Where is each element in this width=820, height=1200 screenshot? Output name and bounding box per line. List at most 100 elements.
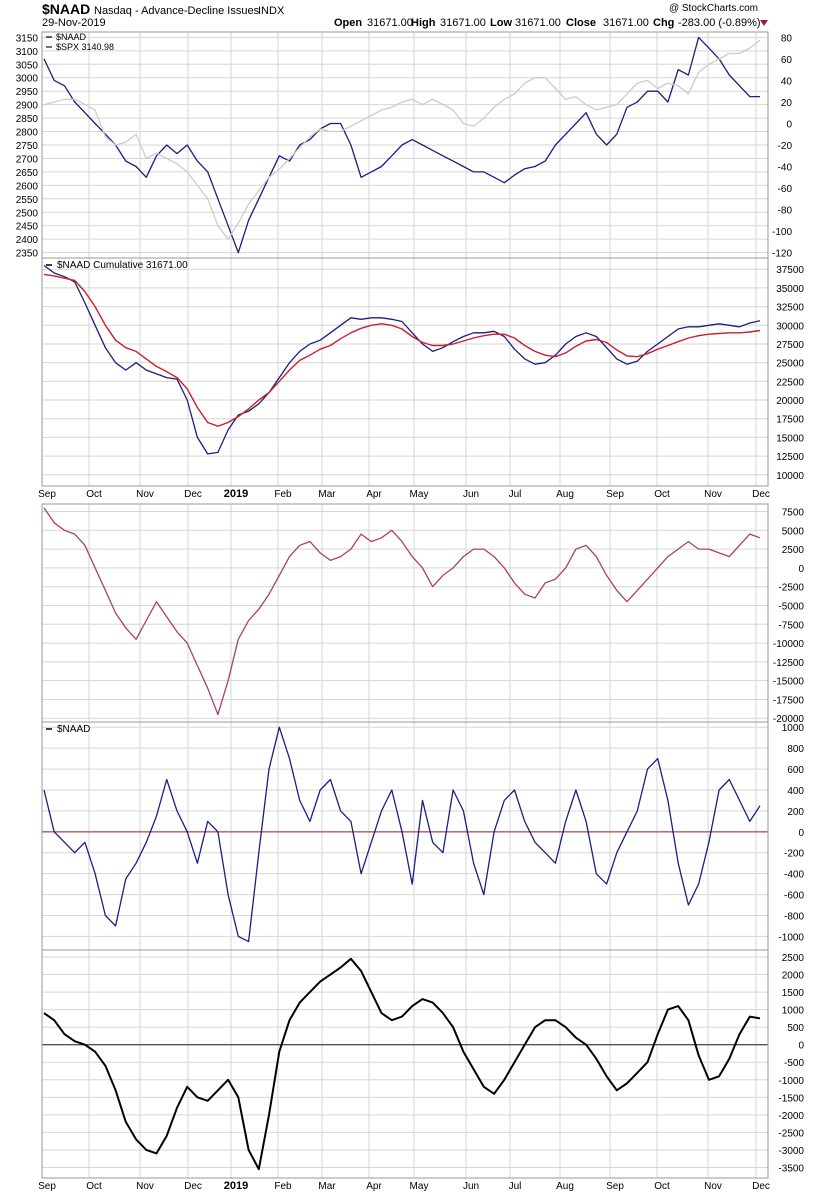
- y-tick-label: -7500: [778, 620, 804, 631]
- y-axis-labels: 3150 3100 3050 3000 2950 2900 2850 2800 2750 2700…: [16, 33, 793, 259]
- y-axis-labels: 2500 2000 1500 1000 500 0 -500 -1000 -1500 -2000 -…: [778, 953, 804, 1174]
- y-tick-label-right: -40: [778, 163, 793, 174]
- series-line-2: [43, 39, 761, 240]
- x-tick-label: Apr: [366, 489, 382, 500]
- y-tick-label: -5000: [778, 601, 804, 612]
- y-tick-label: 10000: [776, 471, 804, 482]
- x-tick-label: Nov: [704, 1181, 722, 1192]
- y-tick-label-left: 3050: [16, 60, 39, 71]
- y-tick-label: 1000: [782, 723, 805, 734]
- series-group: [43, 264, 761, 455]
- panel-frame: [41, 257, 769, 487]
- y-tick-label: 1500: [782, 988, 805, 999]
- x-tick-label: Apr: [366, 1181, 382, 1192]
- x-tick-label: Oct: [86, 1181, 102, 1192]
- y-tick-label-left: 2500: [16, 208, 39, 219]
- y-tick-label: -400: [784, 870, 804, 881]
- y-tick-label: 0: [798, 564, 804, 575]
- x-tick-label: Jul: [509, 1181, 522, 1192]
- x-tick-label: Aug: [556, 489, 574, 500]
- y-tick-label: 27500: [776, 340, 804, 351]
- y-tick-label-left: 3000: [16, 74, 39, 85]
- x-tick-label: Nov: [704, 489, 722, 500]
- y-tick-label: -200: [784, 849, 804, 860]
- y-tick-label-right: 80: [781, 33, 793, 44]
- y-tick-label-left: 2850: [16, 114, 39, 125]
- y-tick-label: 30000: [776, 321, 804, 332]
- x-tick-label: 2019: [224, 488, 248, 500]
- series-group: [43, 726, 761, 943]
- low-value: 31671.00: [515, 17, 561, 29]
- legend-entry: $NAAD: [56, 32, 87, 42]
- y-tick-label-left: 2600: [16, 181, 39, 192]
- chart-header: $NAAD Nasdaq - Advance-Decline Issues IN…: [42, 1, 768, 29]
- y-tick-label: -500: [784, 1058, 804, 1069]
- y-tick-label: 37500: [776, 265, 804, 276]
- x-tick-label: Nov: [136, 489, 154, 500]
- x-tick-label: Jun: [463, 489, 479, 500]
- y-tick-label: 0: [798, 1041, 804, 1052]
- x-tick-label: Sep: [606, 489, 624, 500]
- panel-title: $NAAD: [46, 724, 90, 735]
- x-tick-label: Oct: [86, 489, 102, 500]
- y-tick-label: -2000: [778, 1111, 804, 1122]
- x-tick-label: Dec: [184, 1181, 202, 1192]
- panel-daily-naad: 1000 800 600 400 200 0 -200 -400 -600 -800 -1000 $N…: [41, 721, 805, 951]
- symbol-title: $NAAD: [42, 1, 90, 17]
- series-line-1: [43, 726, 761, 943]
- panel-oscillator-black: 2500 2000 1500 1000 500 0 -500 -1000 -1500 -2000 -…: [41, 949, 804, 1179]
- y-tick-label: -10000: [773, 639, 805, 650]
- x-tick-label: Mar: [318, 1181, 336, 1192]
- y-tick-label-left: 2650: [16, 168, 39, 179]
- y-tick-label: 200: [787, 807, 804, 818]
- y-axis-labels: 37500 35000 32500 30000 27500 25000 22500 20000…: [776, 265, 804, 482]
- y-tick-label: 5000: [782, 526, 805, 537]
- y-tick-label: -1000: [778, 932, 804, 943]
- down-arrow-icon: [760, 20, 768, 26]
- y-tick-label: 35000: [776, 284, 804, 295]
- y-tick-label: -2500: [778, 583, 804, 594]
- y-tick-label-right: -20: [778, 141, 793, 152]
- y-tick-label: 400: [787, 786, 804, 797]
- y-tick-label: -17500: [773, 695, 805, 706]
- x-tick-label: May: [410, 1181, 429, 1192]
- y-tick-label: -3500: [778, 1163, 804, 1174]
- y-tick-label: 7500: [782, 508, 805, 519]
- high-value: 31671.00: [440, 17, 486, 29]
- y-tick-label-right: 0: [786, 119, 792, 130]
- panel-title: $NAAD Cumulative 31671.00: [46, 260, 188, 271]
- x-tick-label: Feb: [274, 489, 292, 500]
- x-tick-label: Aug: [556, 1181, 574, 1192]
- series-line-1: [43, 507, 761, 716]
- series-group: [43, 507, 761, 716]
- y-tick-label: -800: [784, 911, 804, 922]
- chart-date: 29-Nov-2019: [42, 17, 106, 29]
- x-tick-label: Dec: [752, 1181, 770, 1192]
- x-tick-label: Dec: [752, 489, 770, 500]
- y-tick-label: 15000: [776, 433, 804, 444]
- y-tick-label-left: 2700: [16, 154, 39, 165]
- symbol-description: Nasdaq - Advance-Decline Issues: [94, 5, 260, 17]
- y-tick-label-right: -100: [772, 227, 792, 238]
- y-tick-label-right: -60: [778, 184, 793, 195]
- panel-oscillator-maroon: 7500 5000 2500 0 -2500 -5000 -7500 -10000 -12500…: [41, 503, 805, 725]
- panel-title-text: $NAAD: [57, 724, 90, 735]
- y-tick-label: 20000: [776, 396, 804, 407]
- x-tick-label: Sep: [606, 1181, 624, 1192]
- y-tick-label: 600: [787, 765, 804, 776]
- y-tick-label: 500: [787, 1023, 804, 1034]
- x-tick-label: Feb: [274, 1181, 292, 1192]
- x-tick-label: Jul: [509, 489, 522, 500]
- low-label: Low: [490, 17, 512, 29]
- y-tick-label: 32500: [776, 303, 804, 314]
- y-tick-label-left: 2950: [16, 87, 39, 98]
- panel-price: 3150 3100 3050 3000 2950 2900 2850 2800 2750 2700…: [16, 31, 793, 260]
- grid: [41, 722, 768, 950]
- open-value: 31671.00: [367, 17, 413, 29]
- y-tick-label: -20000: [773, 714, 805, 725]
- grid: [41, 950, 768, 1178]
- grid: [41, 504, 768, 722]
- panel-cumulative: 37500 35000 32500 30000 27500 25000 22500 20000…: [41, 257, 804, 487]
- y-tick-label: 22500: [776, 377, 804, 388]
- close-label: Close: [566, 17, 596, 29]
